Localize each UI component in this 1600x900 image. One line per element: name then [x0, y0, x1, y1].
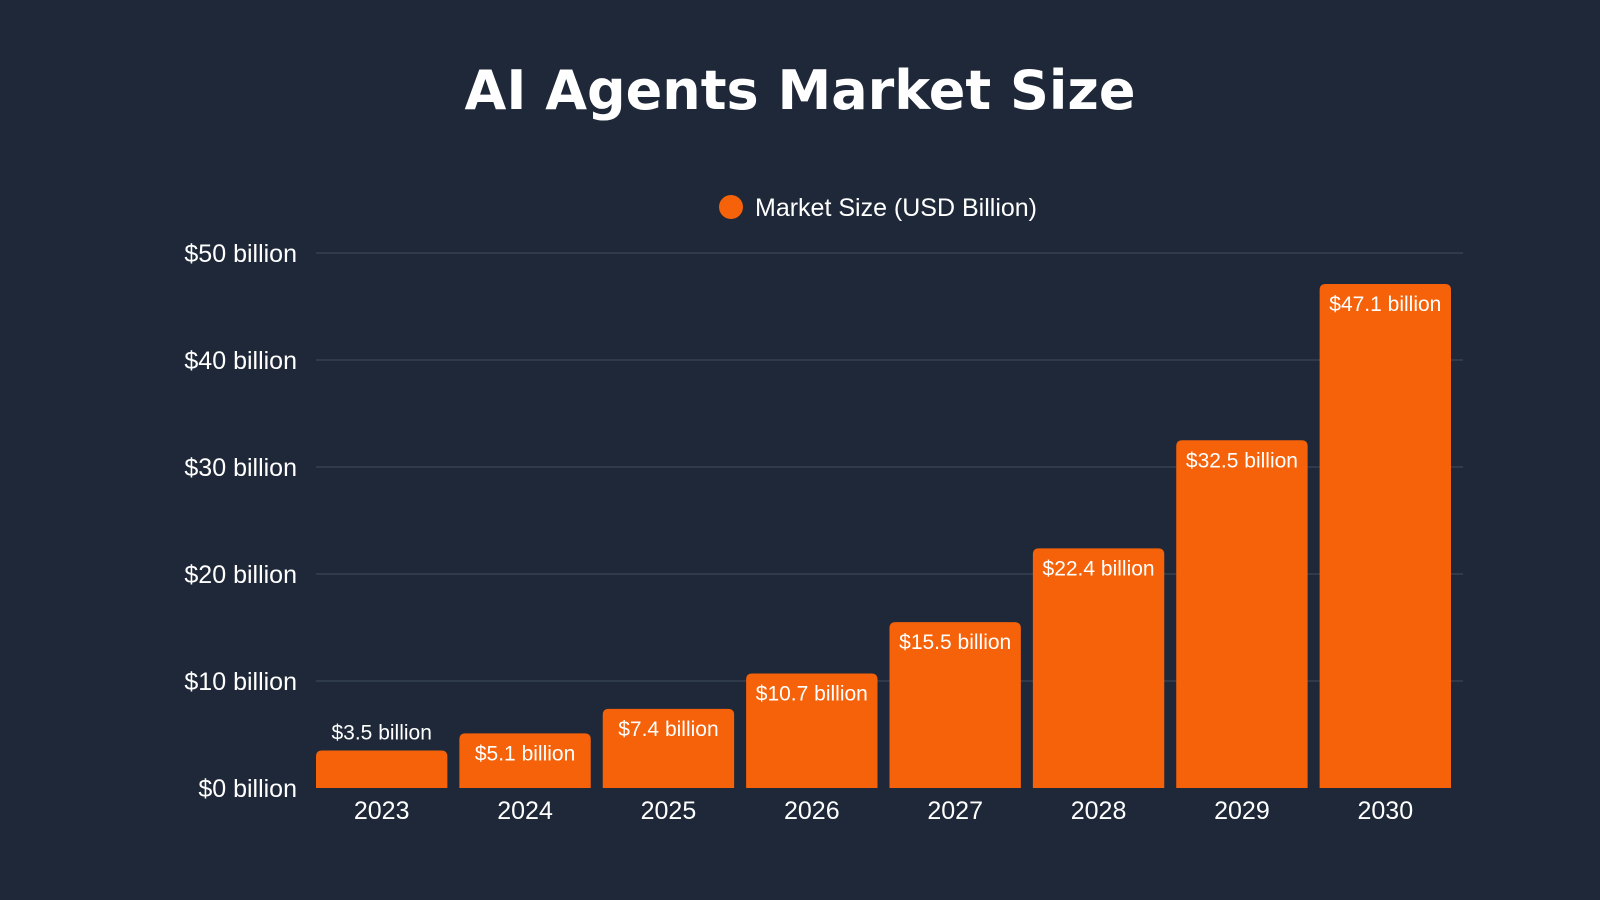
bar-2028: [1032, 548, 1165, 788]
bar-2024: [459, 733, 591, 788]
bar-2027: [889, 622, 1021, 788]
x-axis-ticks: 2023 2024 2025 2026 2027 2028 2029 2030: [354, 797, 1413, 825]
bar-2023: [316, 750, 448, 788]
bar-2025: [602, 708, 735, 788]
x-tick-label: 2024: [497, 797, 553, 825]
bars: $3.5 billion $5.1 billion $7.4 billion $10.…: [316, 284, 1451, 788]
x-tick-label: 2030: [1358, 797, 1414, 825]
bar-2030: [1319, 284, 1451, 788]
x-tick-label: 2027: [927, 797, 983, 825]
y-tick-label: $50 billion: [184, 240, 297, 268]
legend-label: Market Size (USD Billion): [755, 194, 1037, 222]
y-axis-ticks: $0 billion $10 billion $20 billion $30 bill…: [184, 240, 297, 803]
y-tick-label: $20 billion: [184, 561, 297, 589]
x-tick-label: 2023: [354, 797, 410, 825]
bar-value-label: $15.5 billion: [899, 631, 1011, 654]
bar-2026: [746, 673, 878, 788]
bar-value-label: $22.4 billion: [1043, 557, 1155, 580]
bar-value-label: $3.5 billion: [331, 722, 431, 745]
y-tick-label: $40 billion: [184, 347, 297, 375]
y-tick-label: $10 billion: [184, 668, 297, 696]
chart-title: AI Agents Market Size: [465, 59, 1136, 122]
bar-value-label: $47.1 billion: [1329, 293, 1441, 316]
x-tick-label: 2026: [784, 797, 840, 825]
legend-swatch: [719, 195, 743, 219]
x-tick-label: 2028: [1071, 797, 1127, 825]
x-tick-label: 2025: [641, 797, 697, 825]
legend: Market Size (USD Billion): [719, 194, 1037, 222]
y-tick-label: $30 billion: [184, 454, 297, 482]
x-tick-label: 2029: [1214, 797, 1270, 825]
bar-value-label: $32.5 billion: [1186, 449, 1298, 472]
bar-value-label: $10.7 billion: [756, 683, 868, 706]
y-tick-label: $0 billion: [198, 775, 297, 803]
bar-value-label: $7.4 billion: [618, 718, 718, 741]
bar-value-label: $5.1 billion: [475, 742, 575, 765]
bar-2029: [1176, 440, 1308, 788]
